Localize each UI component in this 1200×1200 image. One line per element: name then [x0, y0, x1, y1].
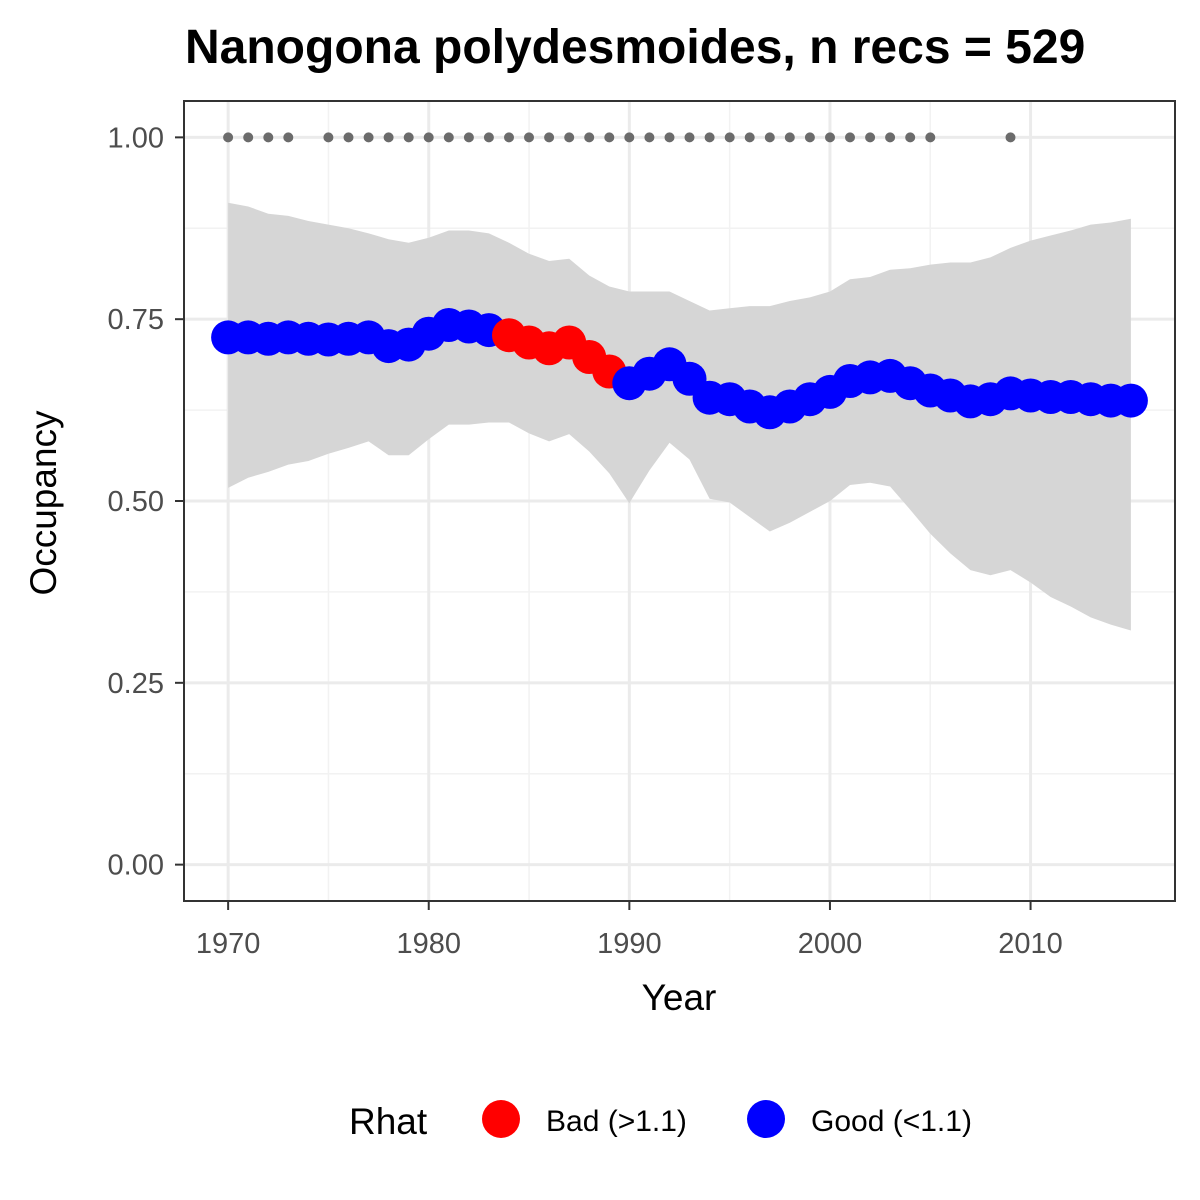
record-point: [785, 132, 795, 142]
record-point: [283, 132, 293, 142]
record-point: [865, 132, 875, 142]
record-point: [504, 132, 514, 142]
y-tick-label: 0.50: [108, 486, 164, 518]
x-tick-label: 1970: [196, 928, 261, 960]
record-point: [263, 132, 273, 142]
legend-title: Rhat: [349, 1101, 428, 1142]
x-tick-label: 1990: [597, 928, 662, 960]
record-point: [564, 132, 574, 142]
record-point: [665, 132, 675, 142]
y-tick-label: 0.25: [108, 668, 164, 700]
record-point: [845, 132, 855, 142]
record-point: [223, 132, 233, 142]
record-point: [745, 132, 755, 142]
record-point: [323, 132, 333, 142]
occupancy-point: [1114, 384, 1148, 418]
record-point: [243, 132, 253, 142]
record-point: [685, 132, 695, 142]
x-tick-label: 2010: [998, 928, 1063, 960]
record-point: [464, 132, 474, 142]
record-point: [584, 132, 594, 142]
record-point: [805, 132, 815, 142]
x-axis-title: Year: [642, 977, 717, 1018]
legend-key-good: [747, 1100, 785, 1138]
record-point: [404, 132, 414, 142]
record-point: [705, 132, 715, 142]
record-point: [1006, 132, 1016, 142]
y-tick-label: 0.75: [108, 304, 164, 336]
record-point: [725, 132, 735, 142]
record-point: [925, 132, 935, 142]
record-point: [424, 132, 434, 142]
record-point: [624, 132, 634, 142]
y-tick-label: 1.00: [108, 122, 164, 154]
x-tick-label: 1980: [396, 928, 461, 960]
record-point: [905, 132, 915, 142]
y-tick-label: 0.00: [108, 850, 164, 882]
chart-title: Nanogona polydesmoides, n recs = 529: [185, 21, 1085, 74]
x-tick-label: 2000: [798, 928, 863, 960]
record-point: [885, 132, 895, 142]
record-point: [384, 132, 394, 142]
record-point: [524, 132, 534, 142]
record-point: [544, 132, 554, 142]
y-axis-title: Occupancy: [23, 410, 64, 596]
record-point: [765, 132, 775, 142]
record-point: [364, 132, 374, 142]
record-point: [484, 132, 494, 142]
record-point: [444, 132, 454, 142]
legend-label-bad: Bad (>1.1): [546, 1105, 687, 1138]
legend-label-good: Good (<1.1): [811, 1105, 972, 1138]
legend-key-bad: [482, 1100, 520, 1138]
record-point: [344, 132, 354, 142]
record-point: [644, 132, 654, 142]
record-point: [825, 132, 835, 142]
record-point: [604, 132, 614, 142]
